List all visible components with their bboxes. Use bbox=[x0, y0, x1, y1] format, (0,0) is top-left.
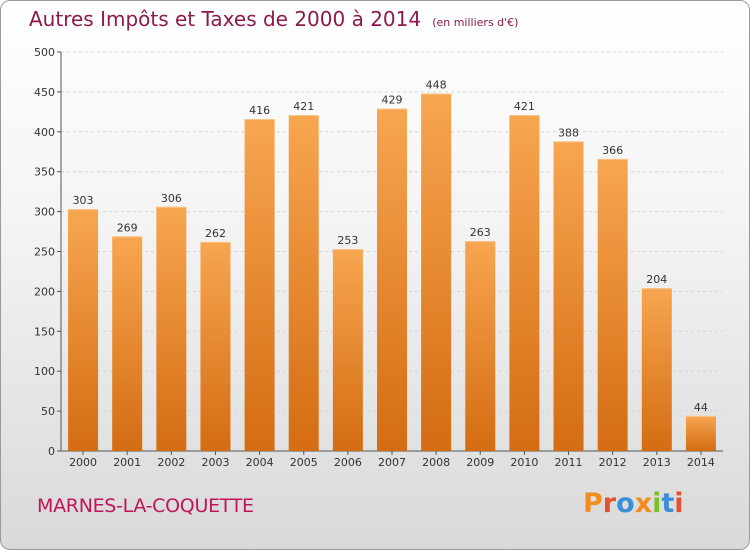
bar-2003 bbox=[200, 241, 231, 451]
value-label-2006: 253 bbox=[337, 234, 358, 247]
value-label-2011: 388 bbox=[558, 126, 579, 139]
y-tick-label: 100 bbox=[34, 365, 55, 378]
bar-2013 bbox=[641, 288, 672, 451]
bars bbox=[68, 93, 716, 452]
logo-letter: x bbox=[634, 488, 653, 519]
value-label-2001: 269 bbox=[117, 221, 138, 234]
value-label-2013: 204 bbox=[646, 273, 667, 286]
x-tick-label-2003: 2003 bbox=[201, 456, 229, 469]
value-label-2004: 416 bbox=[249, 104, 270, 117]
y-tick-label: 300 bbox=[34, 206, 55, 219]
x-tick-label-2001: 2001 bbox=[113, 456, 141, 469]
bar-2008 bbox=[421, 93, 452, 451]
x-tick-label-2007: 2007 bbox=[378, 456, 406, 469]
x-tick-label-2005: 2005 bbox=[290, 456, 318, 469]
logo-letter: r bbox=[602, 488, 617, 519]
y-tick-label: 0 bbox=[48, 445, 55, 458]
y-tick-label: 250 bbox=[34, 246, 55, 259]
bar-2014 bbox=[685, 415, 716, 451]
x-tick-label-2012: 2012 bbox=[599, 456, 627, 469]
bar-2000 bbox=[68, 209, 99, 451]
x-tick-label-2011: 2011 bbox=[555, 456, 583, 469]
bar-2010 bbox=[509, 115, 540, 452]
bar-2007 bbox=[377, 108, 407, 452]
labels: 0 50 100 150 200 250 300 350 400 450 500 303 2000 269… bbox=[34, 46, 715, 469]
value-label-2002: 306 bbox=[161, 192, 182, 205]
x-tick-label-2002: 2002 bbox=[157, 456, 185, 469]
x-tick-label-2014: 2014 bbox=[687, 456, 715, 469]
bar-2006 bbox=[332, 249, 363, 451]
bar-2009 bbox=[465, 241, 496, 451]
value-label-2010: 421 bbox=[514, 100, 535, 113]
bar-2005 bbox=[288, 115, 319, 452]
logo-letter: o bbox=[616, 488, 635, 519]
value-label-2003: 262 bbox=[205, 227, 226, 240]
commune-name: MARNES-LA-COQUETTE bbox=[37, 495, 254, 517]
x-tick-label-2006: 2006 bbox=[334, 456, 362, 469]
y-tick-label: 150 bbox=[34, 325, 55, 338]
x-tick-label-2009: 2009 bbox=[466, 456, 494, 469]
chart-title-block: Autres Impôts et Taxes de 2000 à 2014 (e… bbox=[29, 7, 518, 31]
y-tick-label: 200 bbox=[34, 285, 55, 298]
bar-2001 bbox=[112, 236, 143, 451]
bar-2004 bbox=[244, 119, 275, 452]
value-label-2014: 44 bbox=[694, 401, 708, 414]
value-label-2007: 429 bbox=[382, 94, 403, 107]
logo-letter: t bbox=[661, 488, 675, 519]
bar-2002 bbox=[156, 206, 187, 451]
logo-letter: P bbox=[583, 488, 603, 519]
value-label-2005: 421 bbox=[293, 100, 314, 113]
y-tick-label: 350 bbox=[34, 166, 55, 179]
value-label-2008: 448 bbox=[426, 78, 447, 91]
y-tick-label: 450 bbox=[34, 86, 55, 99]
chart-subtitle: (en milliers d'€) bbox=[432, 16, 519, 29]
logo-letter: i bbox=[652, 488, 662, 519]
chart-title: Autres Impôts et Taxes de 2000 à 2014 bbox=[29, 7, 422, 31]
y-tick-label: 50 bbox=[41, 405, 55, 418]
bar-2011 bbox=[553, 141, 584, 451]
x-tick-label-2008: 2008 bbox=[422, 456, 450, 469]
value-label-2000: 303 bbox=[73, 194, 94, 207]
y-tick-label: 400 bbox=[34, 126, 55, 139]
x-tick-label-2013: 2013 bbox=[643, 456, 671, 469]
x-tick-label-2010: 2010 bbox=[510, 456, 538, 469]
logo-letter: i bbox=[674, 488, 684, 519]
bar-2012 bbox=[597, 158, 628, 451]
y-tick-label: 500 bbox=[34, 46, 55, 59]
x-tick-label-2004: 2004 bbox=[246, 456, 274, 469]
x-tick-label-2000: 2000 bbox=[69, 456, 97, 469]
value-label-2009: 263 bbox=[470, 226, 491, 239]
proxiti-logo: Proxiti bbox=[583, 488, 684, 519]
value-label-2012: 366 bbox=[602, 144, 623, 157]
